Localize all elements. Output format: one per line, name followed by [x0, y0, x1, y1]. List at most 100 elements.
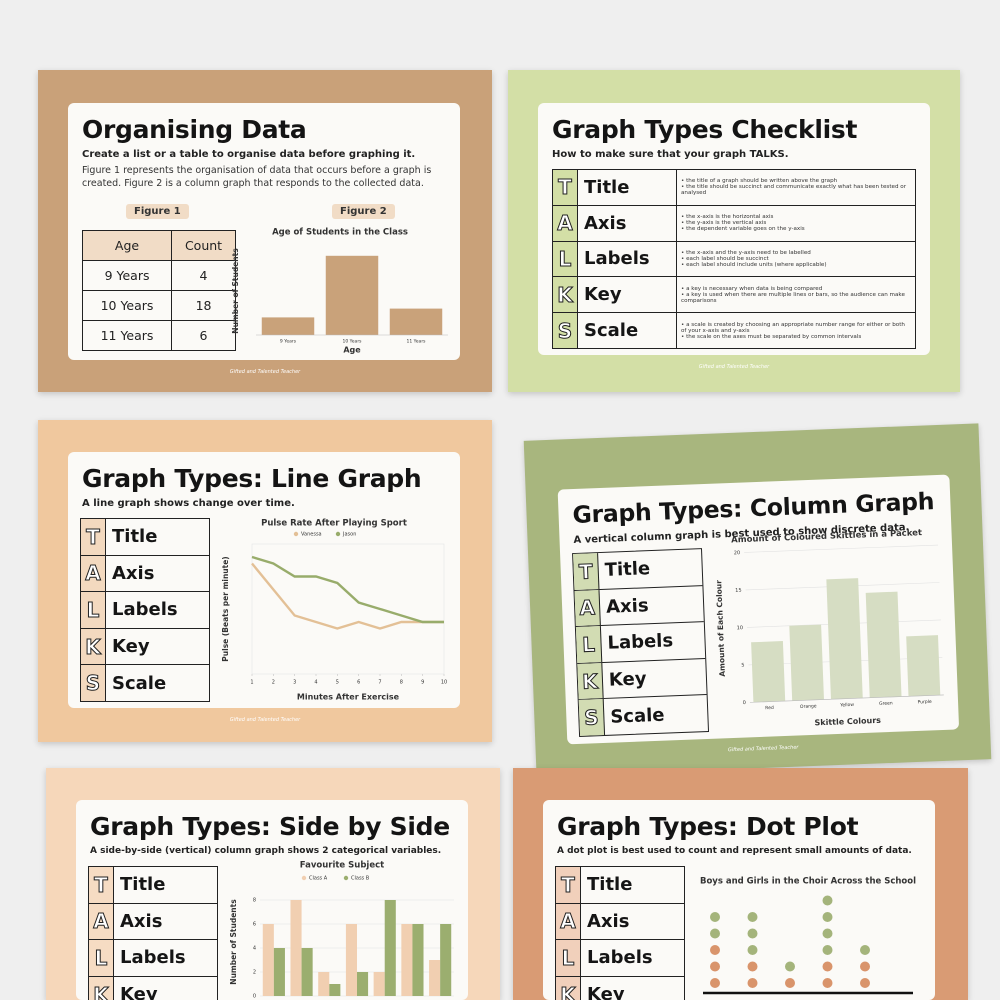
- talks-letter: L: [575, 626, 603, 663]
- bar: [329, 984, 341, 996]
- talks-word: Title: [584, 176, 630, 198]
- poster-title: Graph Types: Line Graph: [82, 464, 422, 493]
- poster-card: Graph Types Checklist How to make sure th…: [538, 103, 930, 355]
- dot-stack: [710, 912, 720, 939]
- talks-word: Scale: [112, 672, 167, 694]
- bullet: a key is used when there are multiple li…: [681, 292, 911, 304]
- legend-label: Class A: [309, 876, 328, 882]
- bar: [261, 317, 315, 335]
- x-tick-label: 8: [400, 680, 403, 686]
- table-cell: 4: [171, 260, 236, 291]
- y-axis-label: Amount of Each Colour: [714, 580, 727, 677]
- chart-title: Favourite Subject: [300, 861, 384, 871]
- talks-row: L Labels: [89, 940, 217, 977]
- bullet: each label should be succinct: [681, 256, 911, 262]
- dot: [747, 961, 758, 972]
- bullet: a key is necessary when data is being co…: [681, 286, 911, 292]
- talks-word: Title: [112, 526, 158, 548]
- dot-stack: [747, 912, 758, 955]
- talks-row: T Title: [81, 519, 209, 556]
- chart: Age of Students in the Class Number of St…: [231, 228, 448, 355]
- figure-label: Figure 1: [126, 204, 189, 219]
- legend-swatch: [343, 875, 349, 881]
- table-cell: 18: [171, 290, 236, 321]
- dot: [710, 961, 720, 972]
- dot: [822, 895, 833, 906]
- talks-word: Title: [120, 874, 166, 896]
- talks-letter: L: [553, 241, 578, 277]
- legend-label: Jason: [342, 532, 356, 538]
- dot: [860, 961, 870, 972]
- poster-card: Graph Types: Line Graph A line graph show…: [68, 452, 460, 708]
- talks-word: Key: [120, 984, 158, 1000]
- bullet: the dependent variable goes on the y-axi…: [681, 226, 911, 232]
- bullet: the scale on the axes must be separated …: [681, 334, 911, 340]
- legend-swatch: [335, 531, 341, 537]
- poster-subtitle: A side-by-side (vertical) column graph s…: [90, 846, 442, 856]
- poster-card: Graph Types: Side by Side A side-by-side …: [76, 800, 468, 1000]
- poster-subtitle: A dot plot is best used to count and rep…: [557, 846, 912, 856]
- dot: [822, 961, 833, 972]
- bar: [389, 308, 443, 335]
- poster-body: Figure 1 represents the organisation of …: [82, 165, 432, 189]
- poster: Graph Types: Line Graph A line graph show…: [38, 420, 492, 742]
- y-tick-label: 10: [737, 625, 744, 631]
- table-row: 9 Years 4: [81, 260, 236, 291]
- y-tick-label: 6: [253, 922, 256, 928]
- talks-row: A Axis: [81, 555, 209, 593]
- talks-word: Title: [604, 558, 651, 582]
- bullet-list: the x-axis and the y-axis need to be lab…: [676, 241, 915, 277]
- talks-letter: A: [556, 903, 581, 940]
- bar: [401, 924, 413, 996]
- talks-row: L Labels: [81, 592, 209, 629]
- x-axis: [749, 694, 944, 703]
- dot: [822, 928, 833, 939]
- x-tick-label: Yellow: [839, 702, 854, 709]
- talks-row: S Scale: [578, 695, 708, 736]
- y-axis-label: Pulse (Beats per minute): [221, 556, 230, 661]
- bar: [357, 972, 369, 996]
- dot: [785, 961, 795, 972]
- talks-word: Labels: [584, 248, 650, 270]
- legend-swatch: [301, 875, 307, 881]
- dot: [710, 978, 720, 988]
- talks-row: A Axis: [556, 903, 684, 941]
- bar: [429, 960, 441, 996]
- bullet: a scale is created by choosing an approp…: [681, 322, 911, 334]
- checklist: T Title the title of a graph should be wri…: [552, 169, 916, 349]
- data-table: Age Count 9 Years 4 10 Years 18 11 Years 6: [81, 230, 236, 351]
- dot: [822, 945, 833, 955]
- legend-label: Vanessa: [301, 532, 322, 538]
- x-tick-label: 11 Years: [406, 339, 426, 345]
- poster-card: Organising Data Create a list or a table …: [68, 103, 460, 360]
- plot-area: [251, 543, 445, 675]
- x-tick-label: 5: [336, 680, 339, 686]
- x-tick-label: 4: [314, 680, 317, 686]
- x-tick-label: 10 Years: [342, 339, 362, 345]
- data-line: [251, 555, 444, 624]
- talks-row: A Axis: [574, 585, 704, 628]
- bar: [325, 255, 379, 335]
- dot-stack: [710, 945, 720, 988]
- dot: [710, 928, 720, 939]
- y-tick-label: 20: [734, 550, 741, 556]
- y-tick-label: 5: [741, 663, 744, 669]
- talks-letter: K: [577, 662, 604, 700]
- bar: [318, 972, 330, 996]
- dot: [860, 945, 870, 955]
- bar: [865, 591, 902, 698]
- dot: [747, 912, 758, 922]
- data-line: [251, 562, 444, 630]
- talks-word: Labels: [607, 630, 674, 655]
- talks-row: L Labels: [575, 622, 706, 664]
- talks-letter: L: [89, 940, 114, 976]
- bar: [273, 948, 285, 996]
- dot: [710, 912, 720, 922]
- talks-letter: S: [81, 665, 106, 701]
- poster: Organising Data Create a list or a table …: [38, 70, 492, 392]
- bullet: each label should include units (where a…: [681, 262, 911, 268]
- talks-letter: T: [573, 553, 600, 590]
